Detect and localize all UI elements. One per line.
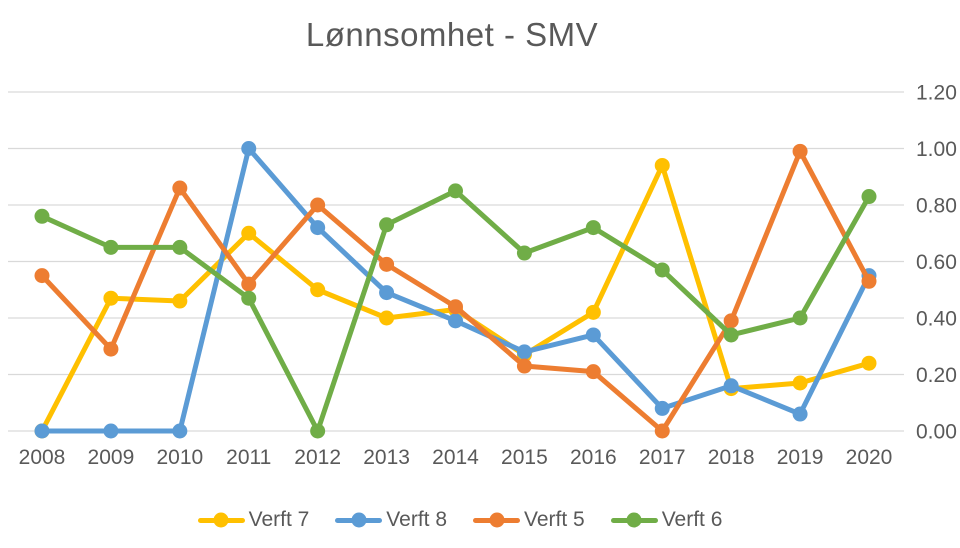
legend-item-verft-5: Verft 5 xyxy=(473,508,585,532)
legend-marker-icon xyxy=(197,512,245,528)
x-axis-tick-label-2019: 2019 xyxy=(777,446,824,469)
data-point-verft-5-2019 xyxy=(792,143,808,159)
data-point-verft-6-2014 xyxy=(448,183,463,199)
data-point-verft-6-2012 xyxy=(310,423,326,439)
data-point-verft-7-2011 xyxy=(241,225,257,241)
x-axis-tick-label-2017: 2017 xyxy=(639,446,686,469)
data-point-verft-5-2014 xyxy=(448,299,463,315)
data-point-verft-6-2009 xyxy=(103,239,119,255)
x-axis-tick-label-2009: 2009 xyxy=(88,446,135,469)
x-axis-tick-label-2011: 2011 xyxy=(226,446,271,469)
data-point-verft-5-2012 xyxy=(310,197,326,213)
data-point-verft-8-2008 xyxy=(34,423,50,439)
legend-dot-icon xyxy=(213,512,229,528)
data-point-verft-6-2020 xyxy=(861,189,877,205)
data-point-verft-5-2017 xyxy=(654,423,670,439)
legend-dot-icon xyxy=(626,512,642,528)
data-point-verft-6-2017 xyxy=(654,262,670,278)
legend-label: Verft 6 xyxy=(661,508,723,531)
x-axis-tick-label-2018: 2018 xyxy=(708,446,755,469)
data-point-verft-8-2010 xyxy=(172,423,188,439)
x-axis-tick-label-2014: 2014 xyxy=(432,446,479,469)
x-axis-tick-label-2010: 2010 xyxy=(156,446,203,469)
legend-dot-icon xyxy=(489,512,504,528)
data-point-verft-5-2020 xyxy=(861,273,877,289)
data-point-verft-8-2019 xyxy=(792,406,808,422)
data-point-verft-8-2017 xyxy=(654,400,670,416)
x-axis-tick-label-2015: 2015 xyxy=(501,446,548,469)
y-axis-tick-label-0.00: 0.00 xyxy=(916,421,957,444)
data-point-verft-6-2011 xyxy=(241,290,257,306)
y-axis-tick-label-0.20: 0.20 xyxy=(916,364,957,387)
data-point-verft-5-2018 xyxy=(723,313,739,329)
data-point-verft-7-2016 xyxy=(585,304,601,320)
y-axis-tick-label-1.00: 1.00 xyxy=(916,138,957,161)
data-point-verft-8-2011 xyxy=(241,141,257,156)
data-point-verft-6-2013 xyxy=(379,217,395,233)
data-point-verft-7-2013 xyxy=(379,310,395,326)
data-point-verft-8-2009 xyxy=(103,423,119,439)
x-axis-tick-label-2008: 2008 xyxy=(19,446,66,469)
data-point-verft-5-2008 xyxy=(34,268,50,284)
data-point-verft-7-2010 xyxy=(172,293,188,309)
x-axis-tick-label-2012: 2012 xyxy=(294,446,341,469)
legend-marker-icon xyxy=(610,512,658,528)
y-axis-tick-label-0.40: 0.40 xyxy=(916,308,957,331)
legend-item-verft-7: Verft 7 xyxy=(197,508,310,532)
x-axis-tick-label-2013: 2013 xyxy=(363,446,410,469)
y-axis-tick-label-0.60: 0.60 xyxy=(916,251,957,274)
data-point-verft-6-2019 xyxy=(792,310,808,326)
data-point-verft-5-2013 xyxy=(379,256,395,272)
data-point-verft-8-2014 xyxy=(448,313,463,329)
legend-marker-icon xyxy=(335,512,383,528)
data-point-verft-5-2010 xyxy=(172,180,188,196)
data-point-verft-5-2011 xyxy=(241,276,257,292)
chart-title: Lønnsomhet - SMV xyxy=(305,16,599,53)
data-point-verft-6-2016 xyxy=(585,220,601,236)
data-point-verft-7-2017 xyxy=(654,157,670,173)
data-point-verft-7-2009 xyxy=(103,290,119,306)
data-point-verft-5-2009 xyxy=(103,341,119,357)
data-point-verft-6-2010 xyxy=(172,239,188,255)
data-point-verft-7-2019 xyxy=(792,375,808,391)
data-point-verft-5-2016 xyxy=(585,364,601,380)
data-point-verft-8-2015 xyxy=(516,344,532,360)
data-point-verft-8-2016 xyxy=(585,327,601,343)
legend-label: Verft 5 xyxy=(524,508,585,531)
legend-label: Verft 8 xyxy=(386,508,447,531)
data-point-verft-8-2012 xyxy=(310,220,326,236)
data-point-verft-8-2013 xyxy=(379,285,395,301)
data-point-verft-5-2015 xyxy=(516,358,532,374)
chart-legend: Verft 7 Verft 8 Verft 5 Verft 6 xyxy=(0,508,920,532)
data-point-verft-6-2008 xyxy=(34,208,50,224)
data-point-verft-6-2015 xyxy=(516,245,532,261)
data-point-verft-7-2020 xyxy=(861,355,877,371)
x-axis-tick-label-2020: 2020 xyxy=(846,446,893,469)
y-axis-tick-label-1.20: 1.20 xyxy=(916,82,957,105)
x-axis-tick-label-2016: 2016 xyxy=(570,446,617,469)
data-point-verft-6-2018 xyxy=(723,327,739,343)
y-axis-tick-label-0.80: 0.80 xyxy=(916,195,957,218)
data-point-verft-7-2012 xyxy=(310,282,326,298)
legend-label: Verft 7 xyxy=(248,508,310,531)
legend-dot-icon xyxy=(351,512,367,528)
data-point-verft-8-2018 xyxy=(723,378,739,394)
legend-item-verft-6: Verft 6 xyxy=(610,508,723,532)
legend-marker-icon xyxy=(473,512,520,528)
legend-item-verft-8: Verft 8 xyxy=(335,508,447,532)
